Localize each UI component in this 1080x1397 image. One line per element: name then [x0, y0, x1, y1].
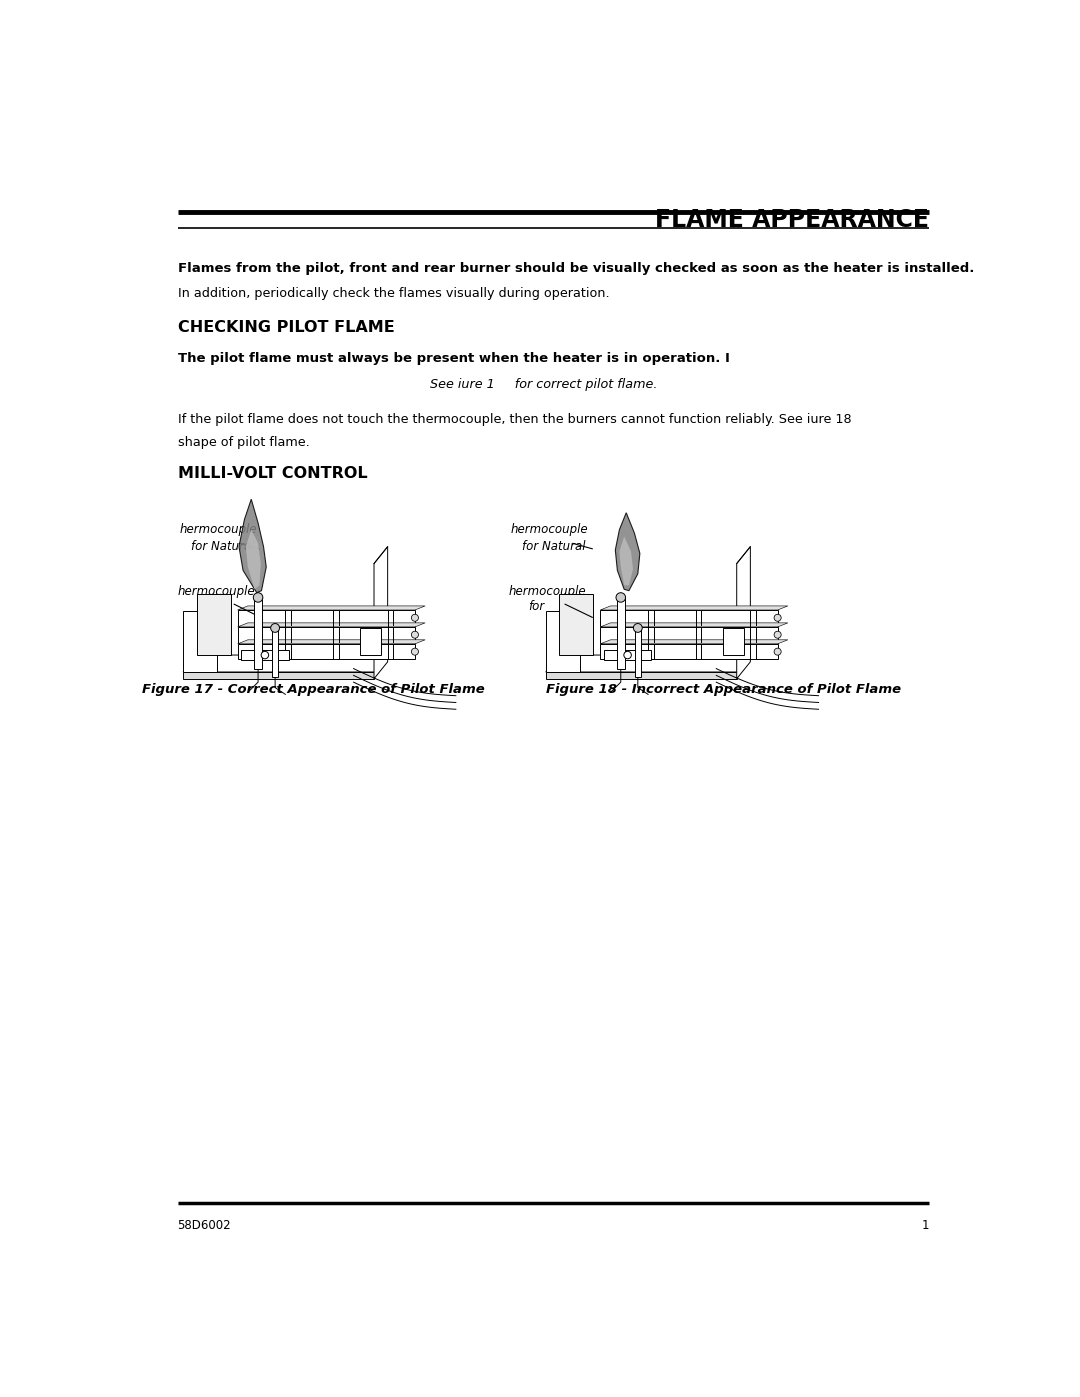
Text: for Natural: for Natural	[522, 539, 585, 553]
Polygon shape	[238, 623, 426, 627]
Polygon shape	[238, 627, 415, 643]
Text: 58D6002: 58D6002	[177, 1218, 231, 1232]
Circle shape	[774, 615, 781, 622]
Text: See iure 1     for correct pilot flame.: See iure 1 for correct pilot flame.	[430, 377, 657, 391]
Polygon shape	[239, 499, 267, 592]
Text: Figure 18 - Incorrect Appearance of Pilot Flame: Figure 18 - Incorrect Appearance of Pilo…	[546, 683, 902, 696]
Polygon shape	[600, 623, 788, 627]
Polygon shape	[545, 610, 580, 672]
Polygon shape	[238, 640, 426, 644]
Circle shape	[411, 615, 418, 622]
Text: The pilot flame must always be present when the heater is in operation. I: The pilot flame must always be present w…	[177, 352, 729, 366]
Polygon shape	[737, 546, 751, 679]
Polygon shape	[272, 627, 279, 678]
Text: hermocouple: hermocouple	[180, 524, 257, 536]
Text: If the pilot flame does not touch the thermocouple, then the burners cannot func: If the pilot flame does not touch the th…	[177, 412, 851, 426]
Text: 1: 1	[922, 1218, 930, 1232]
Text: In addition, periodically check the flames visually during operation.: In addition, periodically check the flam…	[177, 286, 609, 300]
Polygon shape	[724, 627, 743, 655]
Polygon shape	[254, 598, 261, 669]
Text: Figure 17 - Correct Appearance of Pilot Flame: Figure 17 - Correct Appearance of Pilot …	[141, 683, 485, 696]
Circle shape	[616, 592, 625, 602]
Polygon shape	[600, 640, 788, 644]
Polygon shape	[620, 536, 633, 585]
Polygon shape	[617, 598, 624, 669]
Text: for Natural: for Natural	[191, 539, 254, 553]
Polygon shape	[241, 651, 288, 659]
Polygon shape	[183, 672, 374, 679]
Polygon shape	[183, 655, 388, 672]
Polygon shape	[246, 529, 260, 590]
Polygon shape	[238, 610, 415, 626]
Circle shape	[624, 651, 632, 659]
Circle shape	[633, 623, 643, 633]
Polygon shape	[616, 513, 639, 591]
Circle shape	[261, 651, 269, 659]
Text: CHECKING PILOT FLAME: CHECKING PILOT FLAME	[177, 320, 394, 335]
Polygon shape	[238, 606, 426, 610]
Polygon shape	[600, 627, 778, 643]
Text: hermocouple: hermocouple	[177, 585, 255, 598]
Text: Flames from the pilot, front and rear burner should be visually checked as soon : Flames from the pilot, front and rear bu…	[177, 261, 974, 275]
Polygon shape	[545, 672, 737, 679]
Text: FLAME APPEARANCE: FLAME APPEARANCE	[656, 208, 930, 232]
Circle shape	[411, 648, 418, 655]
Polygon shape	[600, 610, 778, 626]
Circle shape	[411, 631, 418, 638]
Circle shape	[271, 623, 280, 633]
Polygon shape	[197, 594, 231, 655]
Text: shape of pilot flame.: shape of pilot flame.	[177, 436, 309, 448]
Text: hermocouple: hermocouple	[509, 585, 586, 598]
Text: hermocouple: hermocouple	[511, 524, 589, 536]
Circle shape	[774, 631, 781, 638]
Text: MILLI-VOLT CONTROL: MILLI-VOLT CONTROL	[177, 467, 367, 482]
Polygon shape	[559, 594, 594, 655]
Polygon shape	[183, 610, 217, 672]
Polygon shape	[600, 644, 778, 659]
Polygon shape	[545, 655, 751, 672]
Circle shape	[774, 648, 781, 655]
Text: for: for	[528, 601, 544, 613]
Polygon shape	[635, 627, 640, 678]
Text: for: for	[199, 601, 215, 613]
Polygon shape	[374, 546, 388, 679]
Polygon shape	[600, 606, 788, 610]
Polygon shape	[361, 627, 381, 655]
Polygon shape	[238, 644, 415, 659]
Polygon shape	[604, 651, 651, 659]
Circle shape	[254, 592, 262, 602]
